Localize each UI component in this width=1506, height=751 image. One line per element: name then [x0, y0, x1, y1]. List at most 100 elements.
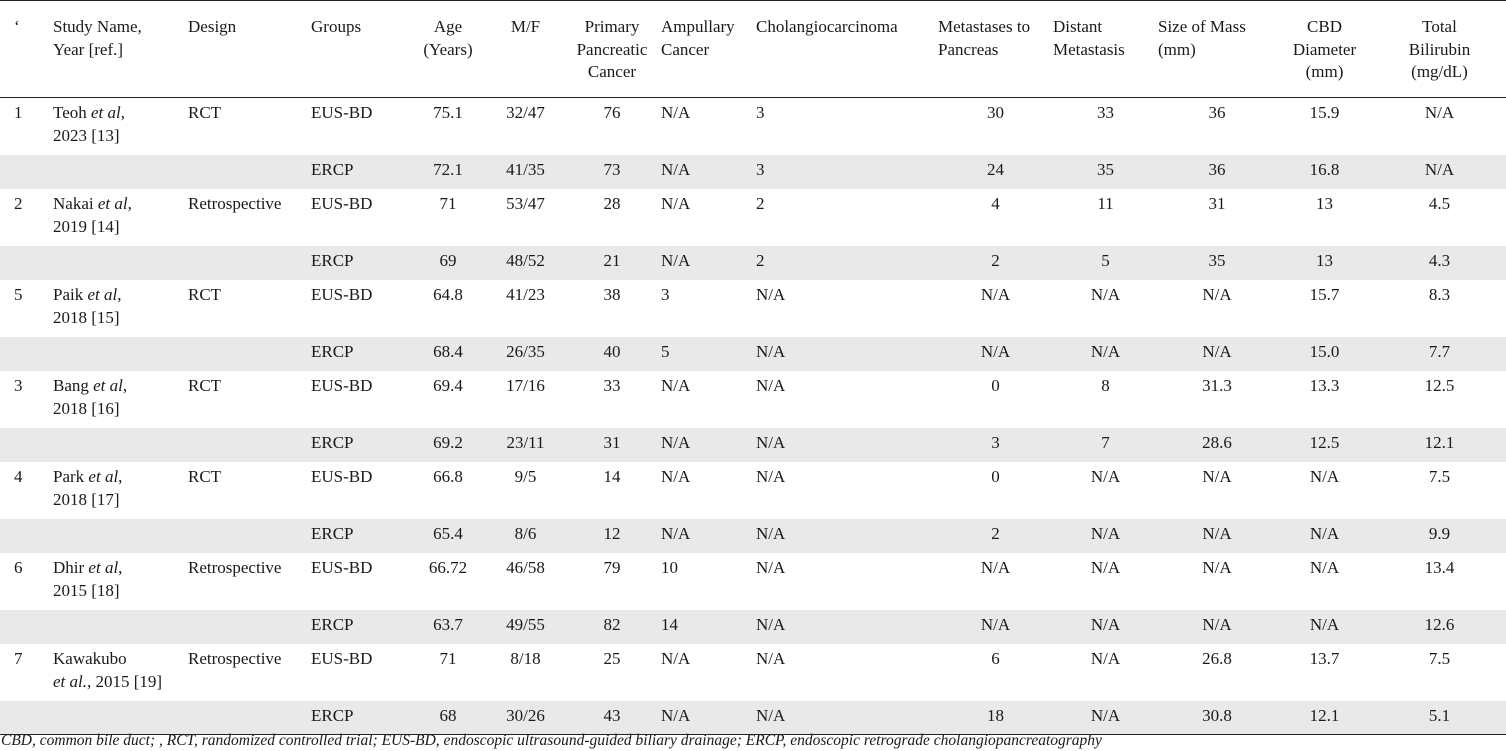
cell-size-of-mass: 30.8 — [1158, 700, 1276, 735]
table-row: ERCP 72.1 41/35 73 N/A 3 24 35 36 16.8 N/A — [0, 154, 1506, 189]
cell-cbd-diameter: 15.0 — [1276, 336, 1373, 371]
cell-cbd-diameter: N/A — [1276, 518, 1373, 553]
table-row: ERCP 68.4 26/35 40 5 N/A N/A N/A N/A 15.0 7.7 — [0, 336, 1506, 371]
header-size-of-mass: Size of Mass (mm) — [1158, 0, 1276, 98]
cell-distant-metastasis: N/A — [1053, 518, 1158, 553]
cell-distant-metastasis: N/A — [1053, 700, 1158, 735]
cell-metastases-to-pancreas: N/A — [938, 609, 1053, 644]
cell-size-of-mass: N/A — [1158, 336, 1276, 371]
study-etal: et al — [88, 557, 119, 577]
cell-ampullary-cancer: N/A — [661, 375, 691, 395]
cell-primary-pancreatic-cancer: 25 — [603, 648, 621, 668]
cell-primary-pancreatic-cancer: 43 — [563, 700, 661, 735]
cell-total-bilirubin: 7.5 — [1428, 648, 1451, 668]
cell-cholangiocarcinoma: 2 — [756, 193, 765, 213]
cell-metastases-to-pancreas: 2 — [938, 518, 1053, 553]
cell-age: 63.7 — [408, 609, 488, 644]
cell-distant-metastasis: N/A — [1090, 466, 1121, 486]
table-header-row: ‘ Study Name, Year [ref.] Design Groups A… — [0, 0, 1506, 98]
table-row: 6 Dhir et al, 2015 [18] Retrospective EUS-BD… — [0, 553, 1506, 610]
cell-age: 66.8 — [433, 466, 463, 486]
header-ampullary-cancer: Ampullary Cancer — [661, 0, 756, 98]
header-study-name: Study Name, Year [ref.] — [53, 0, 188, 98]
cell-cbd-diameter: N/A — [1276, 609, 1373, 644]
cell-cholangiocarcinoma: N/A — [756, 466, 786, 486]
cell-study-name — [53, 154, 188, 189]
cell-study-name: Bang et al, 2018 [16] — [53, 375, 128, 418]
cell-size-of-mass: N/A — [1202, 284, 1232, 304]
study-etal: et al — [93, 375, 123, 395]
cell-metastases-to-pancreas: 0 — [991, 375, 1000, 395]
cell-metastases-to-pancreas: 18 — [938, 700, 1053, 735]
table-row: 1 Teoh et al, 2023 [13] RCT EUS-BD 75.1 32/47 7… — [0, 98, 1506, 155]
cell-cbd-diameter: 13 — [1316, 193, 1333, 213]
table-row: ERCP 65.4 8/6 12 N/A N/A 2 N/A N/A N/A 9.9 — [0, 518, 1506, 553]
cell-distant-metastasis: 35 — [1053, 154, 1158, 189]
cell-study-name: Dhir et al, 2015 [18] — [53, 557, 123, 600]
cell-study-name — [53, 336, 188, 371]
cell-group: ERCP — [311, 609, 408, 644]
cell-distant-metastasis: N/A — [1090, 648, 1121, 668]
cell-ampullary-cancer: N/A — [661, 427, 756, 462]
cell-mf: 46/58 — [506, 557, 545, 577]
header-design: Design — [188, 0, 311, 98]
cell-index — [0, 245, 53, 280]
cell-ampullary-cancer: N/A — [661, 466, 691, 486]
cell-mf: 17/16 — [506, 375, 545, 395]
cell-cholangiocarcinoma: N/A — [756, 648, 786, 668]
cell-total-bilirubin: 5.1 — [1373, 700, 1506, 735]
cell-cholangiocarcinoma: N/A — [756, 609, 938, 644]
cell-size-of-mass: 31 — [1208, 193, 1226, 213]
cell-total-bilirubin: N/A — [1373, 154, 1506, 189]
cell-design — [188, 700, 311, 735]
cell-primary-pancreatic-cancer: 31 — [563, 427, 661, 462]
study-etal: et al — [91, 103, 121, 122]
cell-mf: 53/47 — [506, 193, 545, 213]
cell-age: 64.8 — [433, 284, 463, 304]
cell-ampullary-cancer: 10 — [661, 557, 678, 577]
cell-design: RCT — [188, 103, 222, 122]
cell-size-of-mass: 28.6 — [1158, 427, 1276, 462]
cell-group: EUS-BD — [311, 103, 373, 122]
cell-mf: 8/6 — [488, 518, 563, 553]
study-author: Paik — [53, 284, 84, 304]
cell-study-name — [53, 518, 188, 553]
cell-distant-metastasis: N/A — [1090, 284, 1121, 304]
cell-primary-pancreatic-cancer: 21 — [563, 245, 661, 280]
cell-cholangiocarcinoma: N/A — [756, 700, 938, 735]
cell-group: ERCP — [311, 427, 408, 462]
table-row: 5 Paik et al, 2018 [15] RCT EUS-BD 64.8 41/23 3… — [0, 280, 1506, 337]
cell-group: ERCP — [311, 518, 408, 553]
study-author: Bang — [53, 375, 89, 395]
cell-size-of-mass: 35 — [1158, 245, 1276, 280]
study-year-ref: 2018 [16] — [53, 398, 120, 418]
cell-cholangiocarcinoma: N/A — [756, 375, 786, 395]
cell-primary-pancreatic-cancer: 12 — [563, 518, 661, 553]
study-author: Park — [53, 466, 85, 486]
header-mf: M/F — [488, 0, 563, 98]
table-row: ERCP 69 48/52 21 N/A 2 2 5 35 13 4.3 — [0, 245, 1506, 280]
cell-total-bilirubin: 8.3 — [1428, 284, 1451, 304]
cell-index — [0, 154, 53, 189]
cell-study-name — [53, 427, 188, 462]
cell-group: EUS-BD — [311, 193, 373, 213]
cell-mf: 41/35 — [488, 154, 563, 189]
study-author: Dhir — [53, 557, 85, 577]
cell-age: 68 — [408, 700, 488, 735]
cell-mf: 32/47 — [506, 103, 545, 122]
cell-distant-metastasis: 5 — [1053, 245, 1158, 280]
cell-age: 69.2 — [408, 427, 488, 462]
table-row: 4 Park et al, 2018 [17] RCT EUS-BD 66.8 9/5 14 N… — [0, 462, 1506, 519]
cell-design — [188, 154, 311, 189]
cell-group: ERCP — [311, 154, 408, 189]
cell-mf: 30/26 — [488, 700, 563, 735]
cell-study-name: Paik et al, 2018 [15] — [53, 284, 122, 327]
cell-cbd-diameter: 15.9 — [1309, 103, 1340, 122]
cell-group: EUS-BD — [311, 375, 373, 395]
cell-distant-metastasis: 11 — [1097, 193, 1114, 213]
cell-age: 69.4 — [433, 375, 463, 395]
cell-total-bilirubin: 12.1 — [1373, 427, 1506, 462]
header-groups: Groups — [311, 0, 408, 98]
cell-size-of-mass: 31.3 — [1202, 375, 1232, 395]
cell-study-name — [53, 245, 188, 280]
